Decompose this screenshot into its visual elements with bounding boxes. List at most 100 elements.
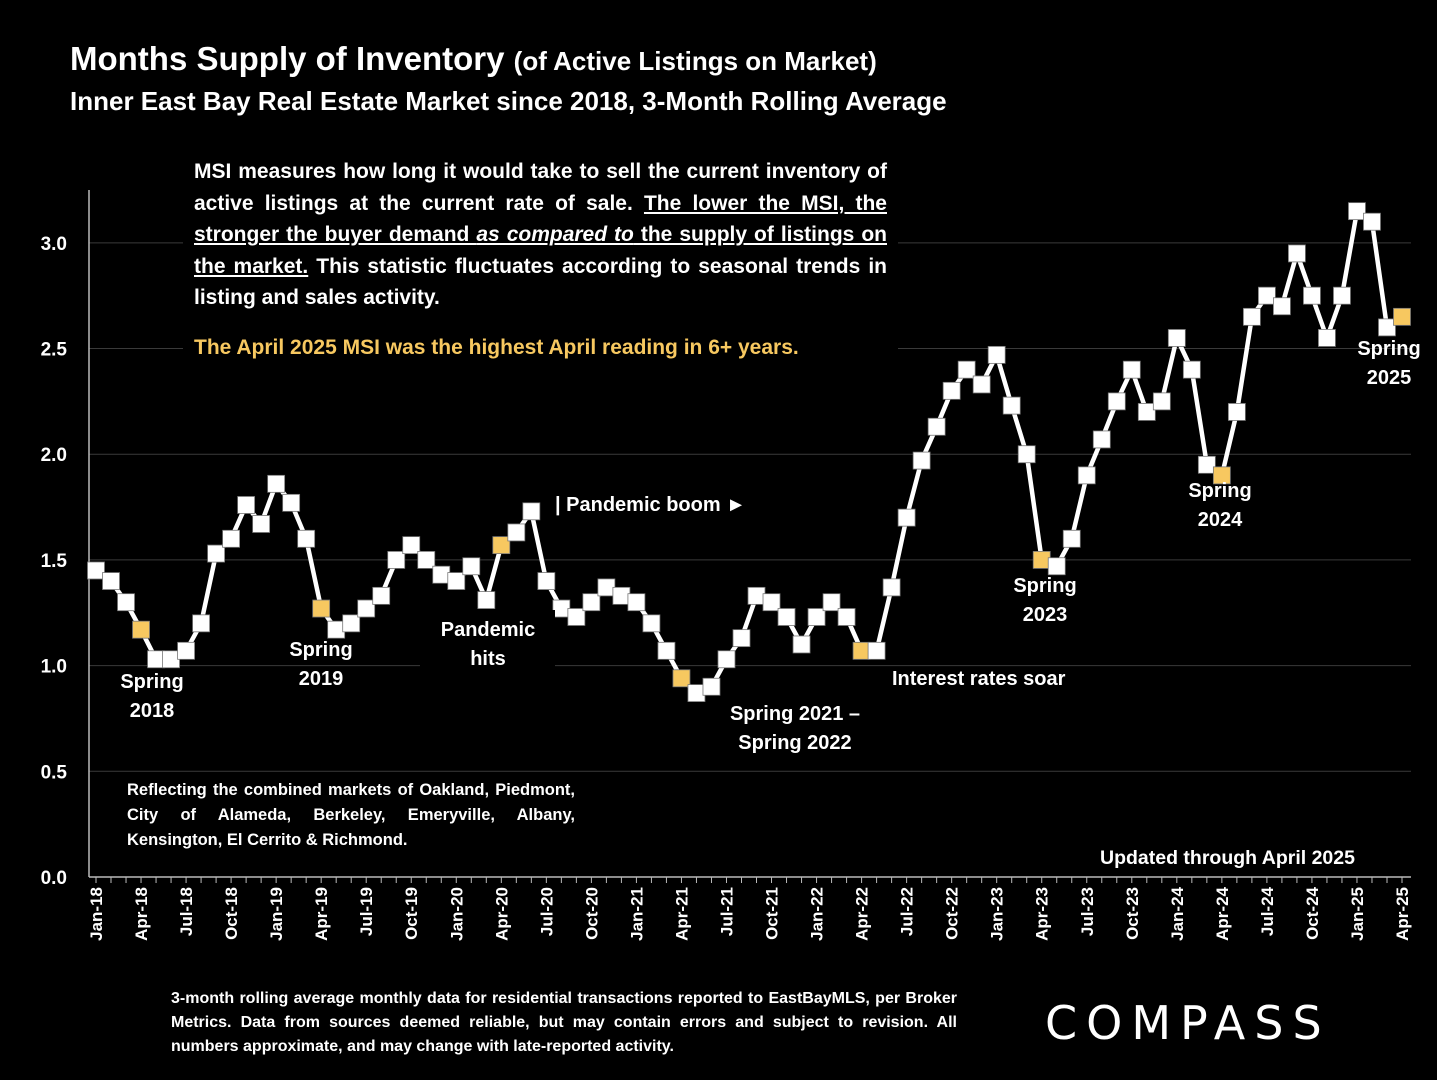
chart-annotation: Spring <box>289 639 352 661</box>
x-tick-label: Apr-25 <box>1393 887 1412 941</box>
msi-description: MSI measures how long it would take to s… <box>183 156 898 363</box>
data-point <box>1288 244 1306 263</box>
data-point <box>1303 286 1321 305</box>
data-point <box>642 614 661 633</box>
chart-annotation: Spring <box>1357 338 1420 360</box>
description-underlined-1: The lower the MSI, the stronger the buye… <box>194 192 887 278</box>
x-tick-label: Jan-23 <box>988 887 1007 941</box>
chart-annotation: Interest rates soar <box>892 668 1066 690</box>
data-point <box>1047 557 1066 576</box>
data-point <box>522 502 541 521</box>
data-point <box>1227 403 1246 421</box>
y-tick-label: 0.0 <box>41 868 67 889</box>
x-tick-label: Jan-25 <box>1348 887 1367 941</box>
x-tick-label: Jan-19 <box>267 887 286 941</box>
y-tick-label: 2.0 <box>41 445 67 466</box>
data-point <box>1002 396 1021 415</box>
data-point <box>447 572 466 590</box>
data-point <box>687 684 706 702</box>
data-point <box>1378 318 1396 337</box>
data-point <box>117 593 135 612</box>
highlight-data-point <box>1393 307 1411 326</box>
data-point <box>1273 297 1291 316</box>
x-tick-label: Jan-22 <box>808 887 827 941</box>
chart-annotation: 2018 <box>130 700 175 722</box>
data-point <box>747 586 766 605</box>
data-point <box>1137 403 1156 421</box>
data-point <box>462 557 481 576</box>
data-point <box>1197 455 1216 474</box>
data-point <box>177 641 195 660</box>
data-point <box>762 593 781 612</box>
data-point <box>1077 466 1096 485</box>
chart-annotation: | Pandemic boom ► <box>555 494 746 516</box>
description-italic: as compared to <box>476 223 634 246</box>
chart-annotation: Spring 2021 – <box>730 703 860 725</box>
data-point <box>552 599 571 618</box>
y-tick-label: 1.5 <box>41 551 68 572</box>
data-point <box>162 650 180 669</box>
chart-annotation: Spring <box>1188 480 1251 502</box>
x-tick-label: Jul-18 <box>177 887 196 936</box>
data-point <box>357 599 376 618</box>
data-point <box>537 572 556 590</box>
highlight-data-point <box>672 669 691 688</box>
data-point <box>252 515 271 533</box>
data-point <box>267 474 286 493</box>
data-point <box>837 608 856 626</box>
regions-note: Reflecting the combined markets of Oakla… <box>119 776 583 855</box>
highlight-data-point <box>852 641 871 660</box>
x-tick-label: Jan-18 <box>87 887 106 941</box>
data-point <box>1017 445 1036 464</box>
data-point <box>597 578 616 597</box>
highlight-data-point <box>1212 466 1231 485</box>
chart-annotation: Spring 2022 <box>738 732 851 754</box>
x-tick-label: Jan-21 <box>627 887 646 941</box>
data-point <box>1348 202 1366 221</box>
data-point <box>567 608 586 626</box>
highlight-data-point <box>492 536 511 555</box>
data-point <box>582 593 601 612</box>
data-point <box>1257 286 1276 305</box>
data-point <box>507 523 526 542</box>
data-point <box>1167 329 1186 347</box>
x-tick-label: Jan-24 <box>1168 886 1187 940</box>
data-point <box>777 608 796 626</box>
x-tick-label: Oct-21 <box>763 887 782 940</box>
highlight-data-point <box>1032 551 1051 569</box>
data-point <box>342 614 361 633</box>
data-point <box>297 529 316 548</box>
x-tick-label: Jul-22 <box>898 887 917 936</box>
compass-logo: COMPASS <box>1045 996 1331 1050</box>
x-tick-label: Oct-23 <box>1123 887 1142 940</box>
data-point <box>1242 307 1261 326</box>
data-point <box>1062 529 1081 548</box>
data-point <box>102 572 120 590</box>
data-point <box>1092 430 1111 449</box>
x-tick-label: Apr-24 <box>1213 886 1232 940</box>
data-point <box>987 345 1006 364</box>
x-tick-label: Jul-20 <box>537 887 556 936</box>
x-tick-label: Oct-18 <box>222 887 241 940</box>
data-point <box>612 586 631 605</box>
data-point <box>1333 286 1351 305</box>
chart-annotation: 2025 <box>1367 367 1412 389</box>
data-point <box>87 561 105 580</box>
x-tick-label: Jul-24 <box>1258 886 1277 936</box>
x-tick-label: Jul-21 <box>717 887 736 936</box>
x-tick-label: Apr-20 <box>492 887 511 941</box>
y-tick-label: 2.5 <box>41 340 68 361</box>
chart-annotation: 2023 <box>1023 604 1068 626</box>
data-point <box>912 451 931 470</box>
data-point <box>327 620 346 639</box>
footnote: 3-month rolling average monthly data for… <box>171 990 957 1055</box>
data-point <box>927 417 946 436</box>
y-tick-label: 1.0 <box>41 657 67 678</box>
chart-title: Months Supply of Inventory (of Active Li… <box>70 40 877 78</box>
msi-series-line <box>94 208 1404 696</box>
data-point <box>657 641 676 660</box>
data-point <box>882 578 901 597</box>
data-point <box>867 641 886 660</box>
description-text-3: the supply of listings on the market. <box>194 223 887 278</box>
